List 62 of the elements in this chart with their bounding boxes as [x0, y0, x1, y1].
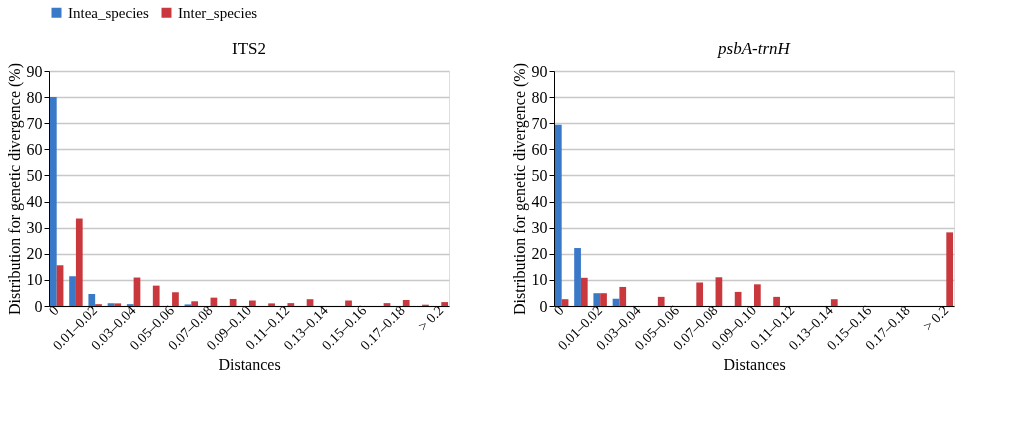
- bar: [152, 285, 160, 306]
- bar: [49, 97, 57, 306]
- y-tick-label: 50: [531, 166, 548, 184]
- bar: [696, 282, 704, 306]
- bar: [593, 293, 601, 306]
- bar: [574, 248, 581, 306]
- x-axis-title: Distances: [218, 356, 281, 374]
- legend-label: Intea_species: [68, 4, 149, 21]
- bar: [754, 284, 761, 306]
- y-tick-label: 60: [531, 140, 548, 158]
- chart-title: ITS2: [232, 39, 266, 59]
- x-axis-title: Distances: [723, 356, 786, 374]
- bar: [56, 265, 64, 306]
- y-tick-label: 30: [531, 219, 548, 237]
- bar: [773, 296, 780, 306]
- y-tick-label: 60: [26, 140, 43, 158]
- y-tick-label: 90: [26, 62, 43, 80]
- y-tick-label: 50: [26, 166, 43, 184]
- x-tick-label: > 0.2: [415, 302, 447, 334]
- y-tick-label: 90: [531, 62, 548, 80]
- bar: [830, 299, 838, 306]
- legend-label: Inter_species: [178, 4, 258, 21]
- bar: [946, 232, 954, 306]
- bar: [229, 298, 237, 306]
- bar: [69, 276, 76, 306]
- bar: [75, 218, 83, 306]
- y-tick-label: 10: [531, 271, 548, 289]
- y-tick-label: 20: [26, 245, 43, 263]
- y-tick-label: 40: [531, 193, 548, 211]
- y-tick-label: 40: [26, 193, 43, 211]
- bar: [561, 299, 569, 306]
- bar: [554, 124, 562, 306]
- bar: [88, 293, 96, 306]
- y-tick-label: 30: [26, 219, 43, 237]
- bar: [345, 300, 352, 306]
- chart-title: psbA-trnH: [717, 39, 792, 59]
- bar: [268, 303, 275, 306]
- bar: [580, 277, 588, 306]
- x-tick-label: > 0.2: [920, 302, 952, 334]
- y-tick-label: 10: [26, 271, 43, 289]
- bar: [383, 303, 391, 306]
- y-tick-label: 80: [26, 88, 43, 106]
- y-axis-title: Distribution for genetic divergence (%): [5, 62, 24, 316]
- bar: [734, 291, 742, 306]
- bar: [114, 303, 122, 306]
- y-tick-label: 80: [531, 88, 548, 106]
- y-tick-label: 20: [531, 245, 548, 263]
- bar: [306, 299, 314, 306]
- bar: [600, 293, 607, 306]
- bar: [402, 299, 410, 306]
- bar: [287, 303, 295, 306]
- bar: [107, 303, 115, 306]
- y-tick-label: 70: [531, 114, 548, 132]
- bar: [172, 292, 179, 306]
- y-tick-label: 70: [26, 114, 43, 132]
- y-axis-title: Distribution for genetic divergence (%): [510, 62, 529, 316]
- bar: [657, 296, 665, 306]
- bar: [715, 277, 723, 306]
- bar: [191, 301, 199, 306]
- bar: [441, 302, 449, 306]
- bar: [619, 286, 627, 306]
- bar: [249, 300, 256, 306]
